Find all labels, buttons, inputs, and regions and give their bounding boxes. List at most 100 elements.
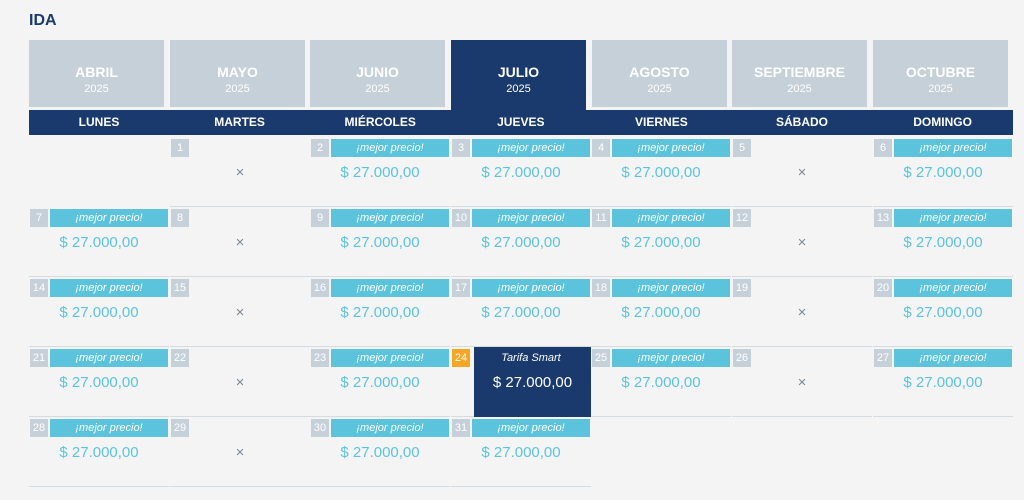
calendar-day: 26 ×	[732, 347, 872, 417]
best-price-badge: ¡mejor precio!	[50, 419, 168, 437]
calendar-day[interactable]: 6 ¡mejor precio! $ 27.000,00	[873, 137, 1013, 207]
best-price-badge: ¡mejor precio!	[472, 279, 590, 297]
day-number: 17	[452, 279, 470, 297]
day-price: $ 27.000,00	[59, 444, 139, 461]
month-year: 2025	[647, 83, 672, 95]
day-number: 21	[30, 349, 48, 367]
calendar-day-selected[interactable]: 24 Tarifa Smart $ 27.000,00	[451, 347, 591, 417]
day-price: $ 27.000,00	[340, 304, 420, 321]
calendar-day[interactable]: 4 ¡mejor precio! $ 27.000,00	[591, 137, 731, 207]
day-number: 1	[171, 139, 189, 157]
day-price: $ 27.000,00	[903, 234, 983, 251]
day-number: 23	[311, 349, 329, 367]
best-price-badge: ¡mejor precio!	[612, 349, 730, 367]
calendar-day: 12 ×	[732, 207, 872, 277]
calendar-day[interactable]: 10 ¡mejor precio! $ 27.000,00	[451, 207, 591, 277]
day-number: 24	[452, 349, 470, 367]
day-price: $ 27.000,00	[340, 234, 420, 251]
day-price: $ 27.000,00	[621, 374, 701, 391]
day-price: $ 27.000,00	[340, 374, 420, 391]
calendar-day[interactable]: 23 ¡mejor precio! $ 27.000,00	[310, 347, 450, 417]
calendar-day[interactable]: 20 ¡mejor precio! $ 27.000,00	[873, 277, 1013, 347]
best-price-badge: ¡mejor precio!	[894, 279, 1012, 297]
calendar-day: 15 ×	[170, 277, 310, 347]
calendar-day[interactable]: 27 ¡mejor precio! $ 27.000,00	[873, 347, 1013, 417]
calendar-day[interactable]: 31 ¡mejor precio! $ 27.000,00	[451, 417, 591, 487]
month-tab-octubre[interactable]: OCTUBRE 2025	[873, 40, 1008, 107]
day-number: 19	[733, 279, 751, 297]
day-number: 10	[452, 209, 470, 227]
weekday-label: LUNES	[78, 115, 120, 129]
day-price: $ 27.000,00	[903, 374, 983, 391]
calendar-day[interactable]: 14 ¡mejor precio! $ 27.000,00	[29, 277, 169, 347]
weekday-header: LUNES MARTES MIÉRCOLES JUEVES VIERNES SÁBADO D…	[29, 110, 1013, 135]
day-price: $ 27.000,00	[621, 234, 701, 251]
best-price-badge: ¡mejor precio!	[472, 139, 590, 157]
day-number: 7	[30, 209, 48, 227]
calendar-day[interactable]: 21 ¡mejor precio! $ 27.000,00	[29, 347, 169, 417]
month-year: 2025	[365, 83, 390, 95]
calendar-day[interactable]: 9 ¡mejor precio! $ 27.000,00	[310, 207, 450, 277]
calendar-day[interactable]: 16 ¡mejor precio! $ 27.000,00	[310, 277, 450, 347]
calendar-day[interactable]: 13 ¡mejor precio! $ 27.000,00	[873, 207, 1013, 277]
day-number: 27	[874, 349, 892, 367]
month-tab-mayo[interactable]: MAYO 2025	[170, 40, 305, 107]
month-selector: ABRIL 2025 MAYO 2025 JUNIO 2025 JULIO 2025 AGOST…	[29, 40, 1013, 110]
best-price-badge: ¡mejor precio!	[331, 279, 449, 297]
weekday-label: VIERNES	[635, 115, 688, 129]
unavailable-icon: ×	[797, 304, 807, 321]
calendar-day: 8 ×	[170, 207, 310, 277]
day-number: 28	[30, 419, 48, 437]
best-price-badge: ¡mejor precio!	[331, 209, 449, 227]
month-name: AGOSTO	[629, 64, 690, 80]
day-price: $ 27.000,00	[903, 304, 983, 321]
day-price: $ 27.000,00	[481, 234, 561, 251]
calendar-day[interactable]: 7 ¡mejor precio! $ 27.000,00	[29, 207, 169, 277]
day-number: 16	[311, 279, 329, 297]
day-price: $ 27.000,00	[59, 234, 139, 251]
calendar-day[interactable]: 28 ¡mejor precio! $ 27.000,00	[29, 417, 169, 487]
month-name: OCTUBRE	[905, 64, 976, 80]
day-price: $ 27.000,00	[903, 164, 983, 181]
unavailable-icon: ×	[797, 234, 807, 251]
calendar-day[interactable]: 25 ¡mejor precio! $ 27.000,00	[591, 347, 731, 417]
best-price-badge: ¡mejor precio!	[50, 209, 168, 227]
month-tab-septiembre[interactable]: SEPTIEMBRE 2025	[732, 40, 867, 107]
calendar-day[interactable]: 30 ¡mejor precio! $ 27.000,00	[310, 417, 450, 487]
month-tab-julio[interactable]: JULIO 2025	[451, 40, 586, 110]
calendar-day[interactable]: 17 ¡mejor precio! $ 27.000,00	[451, 277, 591, 347]
unavailable-icon: ×	[235, 444, 245, 461]
day-number: 31	[452, 419, 470, 437]
month-year: 2025	[84, 83, 109, 95]
weekday-label: MIÉRCOLES	[344, 115, 416, 129]
day-number: 30	[311, 419, 329, 437]
month-tab-agosto[interactable]: AGOSTO 2025	[592, 40, 727, 107]
day-number: 29	[171, 419, 189, 437]
weekday-label: JUEVES	[497, 115, 545, 129]
day-number: 26	[733, 349, 751, 367]
calendar-day[interactable]: 2 ¡mejor precio! $ 27.000,00	[310, 137, 450, 207]
calendar-grid: 1 × 2 ¡mejor precio! $ 27.000,00 3 ¡mejor prec…	[29, 137, 1013, 492]
fare-type-label: Tarifa Smart	[501, 352, 561, 364]
day-number: 2	[311, 139, 329, 157]
calendar-day[interactable]: 3 ¡mejor precio! $ 27.000,00	[451, 137, 591, 207]
day-price: $ 27.000,00	[481, 164, 561, 181]
trip-direction-title: IDA	[29, 12, 57, 29]
calendar-day[interactable]: 11 ¡mejor precio! $ 27.000,00	[591, 207, 731, 277]
day-number: 13	[874, 209, 892, 227]
day-number: 6	[874, 139, 892, 157]
day-number: 5	[733, 139, 751, 157]
best-price-badge: ¡mejor precio!	[894, 139, 1012, 157]
day-price: $ 27.000,00	[481, 304, 561, 321]
day-price: $ 27.000,00	[340, 444, 420, 461]
day-price: $ 27.000,00	[481, 444, 561, 461]
day-price: $ 27.000,00	[621, 164, 701, 181]
month-tab-junio[interactable]: JUNIO 2025	[310, 40, 445, 107]
calendar-day: 19 ×	[732, 277, 872, 347]
calendar-day[interactable]: 18 ¡mejor precio! $ 27.000,00	[591, 277, 731, 347]
day-number: 12	[733, 209, 751, 227]
day-number: 3	[452, 139, 470, 157]
month-tab-abril[interactable]: ABRIL 2025	[29, 40, 164, 107]
day-number: 15	[171, 279, 189, 297]
calendar-day: 29 ×	[170, 417, 310, 487]
